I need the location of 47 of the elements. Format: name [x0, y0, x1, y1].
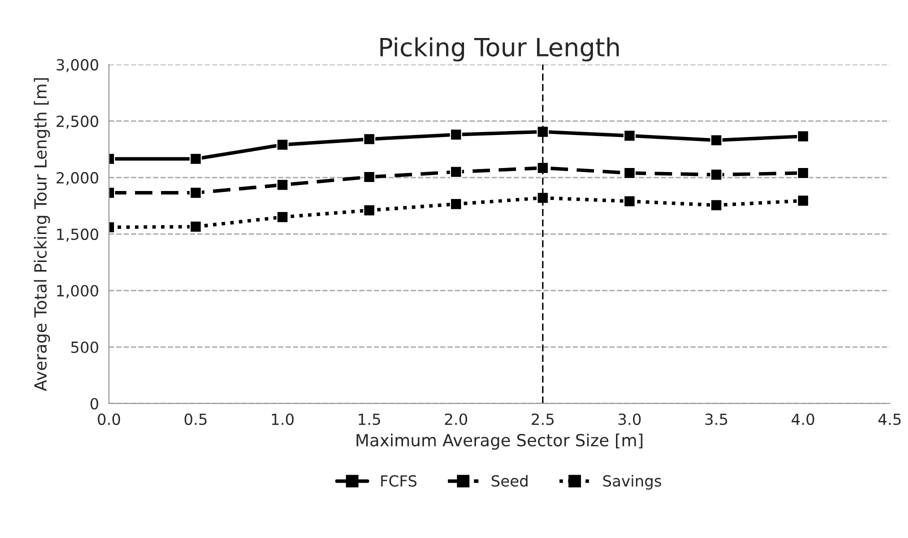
point	[536, 162, 549, 174]
x-tick-label: 4.0	[792, 413, 814, 426]
point	[276, 178, 289, 191]
point	[623, 195, 636, 208]
point	[450, 198, 462, 210]
x-tick-label: 2.5	[532, 413, 554, 426]
x-tick-label: 3.0	[618, 413, 641, 426]
x-tick-label: 0.5	[184, 413, 207, 426]
x-tick-label: 1.0	[272, 413, 294, 426]
legend-label: FCFS	[381, 475, 416, 487]
y-axis-title: Average Total Picking Tour Length [m]	[34, 78, 50, 392]
x-tick-label: 3.5	[705, 413, 728, 426]
y-tick-label: 1,000	[57, 284, 98, 298]
point	[363, 170, 376, 184]
x-tick-label: 0.0	[98, 413, 120, 426]
point	[363, 133, 376, 146]
point	[536, 192, 549, 204]
y-tick-label: 2,500	[56, 116, 98, 129]
y-tick-label: 1,500	[57, 228, 98, 242]
y-tick-label: 500	[71, 341, 98, 354]
point	[276, 211, 289, 224]
legend-label: Savings	[603, 474, 662, 490]
point	[797, 194, 810, 207]
point	[450, 128, 462, 141]
point	[190, 220, 202, 233]
x-axis-title: Maximum Average Sector Size [m]	[356, 434, 642, 450]
point	[536, 126, 549, 138]
point	[710, 168, 722, 181]
legend-label: Seed	[492, 474, 528, 487]
point	[276, 138, 289, 151]
point	[363, 204, 376, 216]
point	[450, 166, 462, 178]
point	[710, 134, 722, 146]
point	[190, 186, 202, 199]
x-tick-label: 4.5	[878, 414, 901, 426]
chart-title: Picking Tour Length	[380, 37, 619, 62]
point	[190, 152, 202, 165]
point	[623, 166, 636, 180]
point	[797, 130, 810, 142]
y-tick-label: 0	[90, 398, 98, 410]
point	[710, 199, 722, 212]
y-tick-label: 3,000	[56, 59, 98, 72]
point	[797, 166, 810, 180]
point	[623, 130, 636, 142]
y-tick-label: 2,000	[56, 172, 98, 186]
x-tick-label: 1.5	[358, 414, 380, 426]
x-tick-label: 2.0	[444, 413, 468, 426]
